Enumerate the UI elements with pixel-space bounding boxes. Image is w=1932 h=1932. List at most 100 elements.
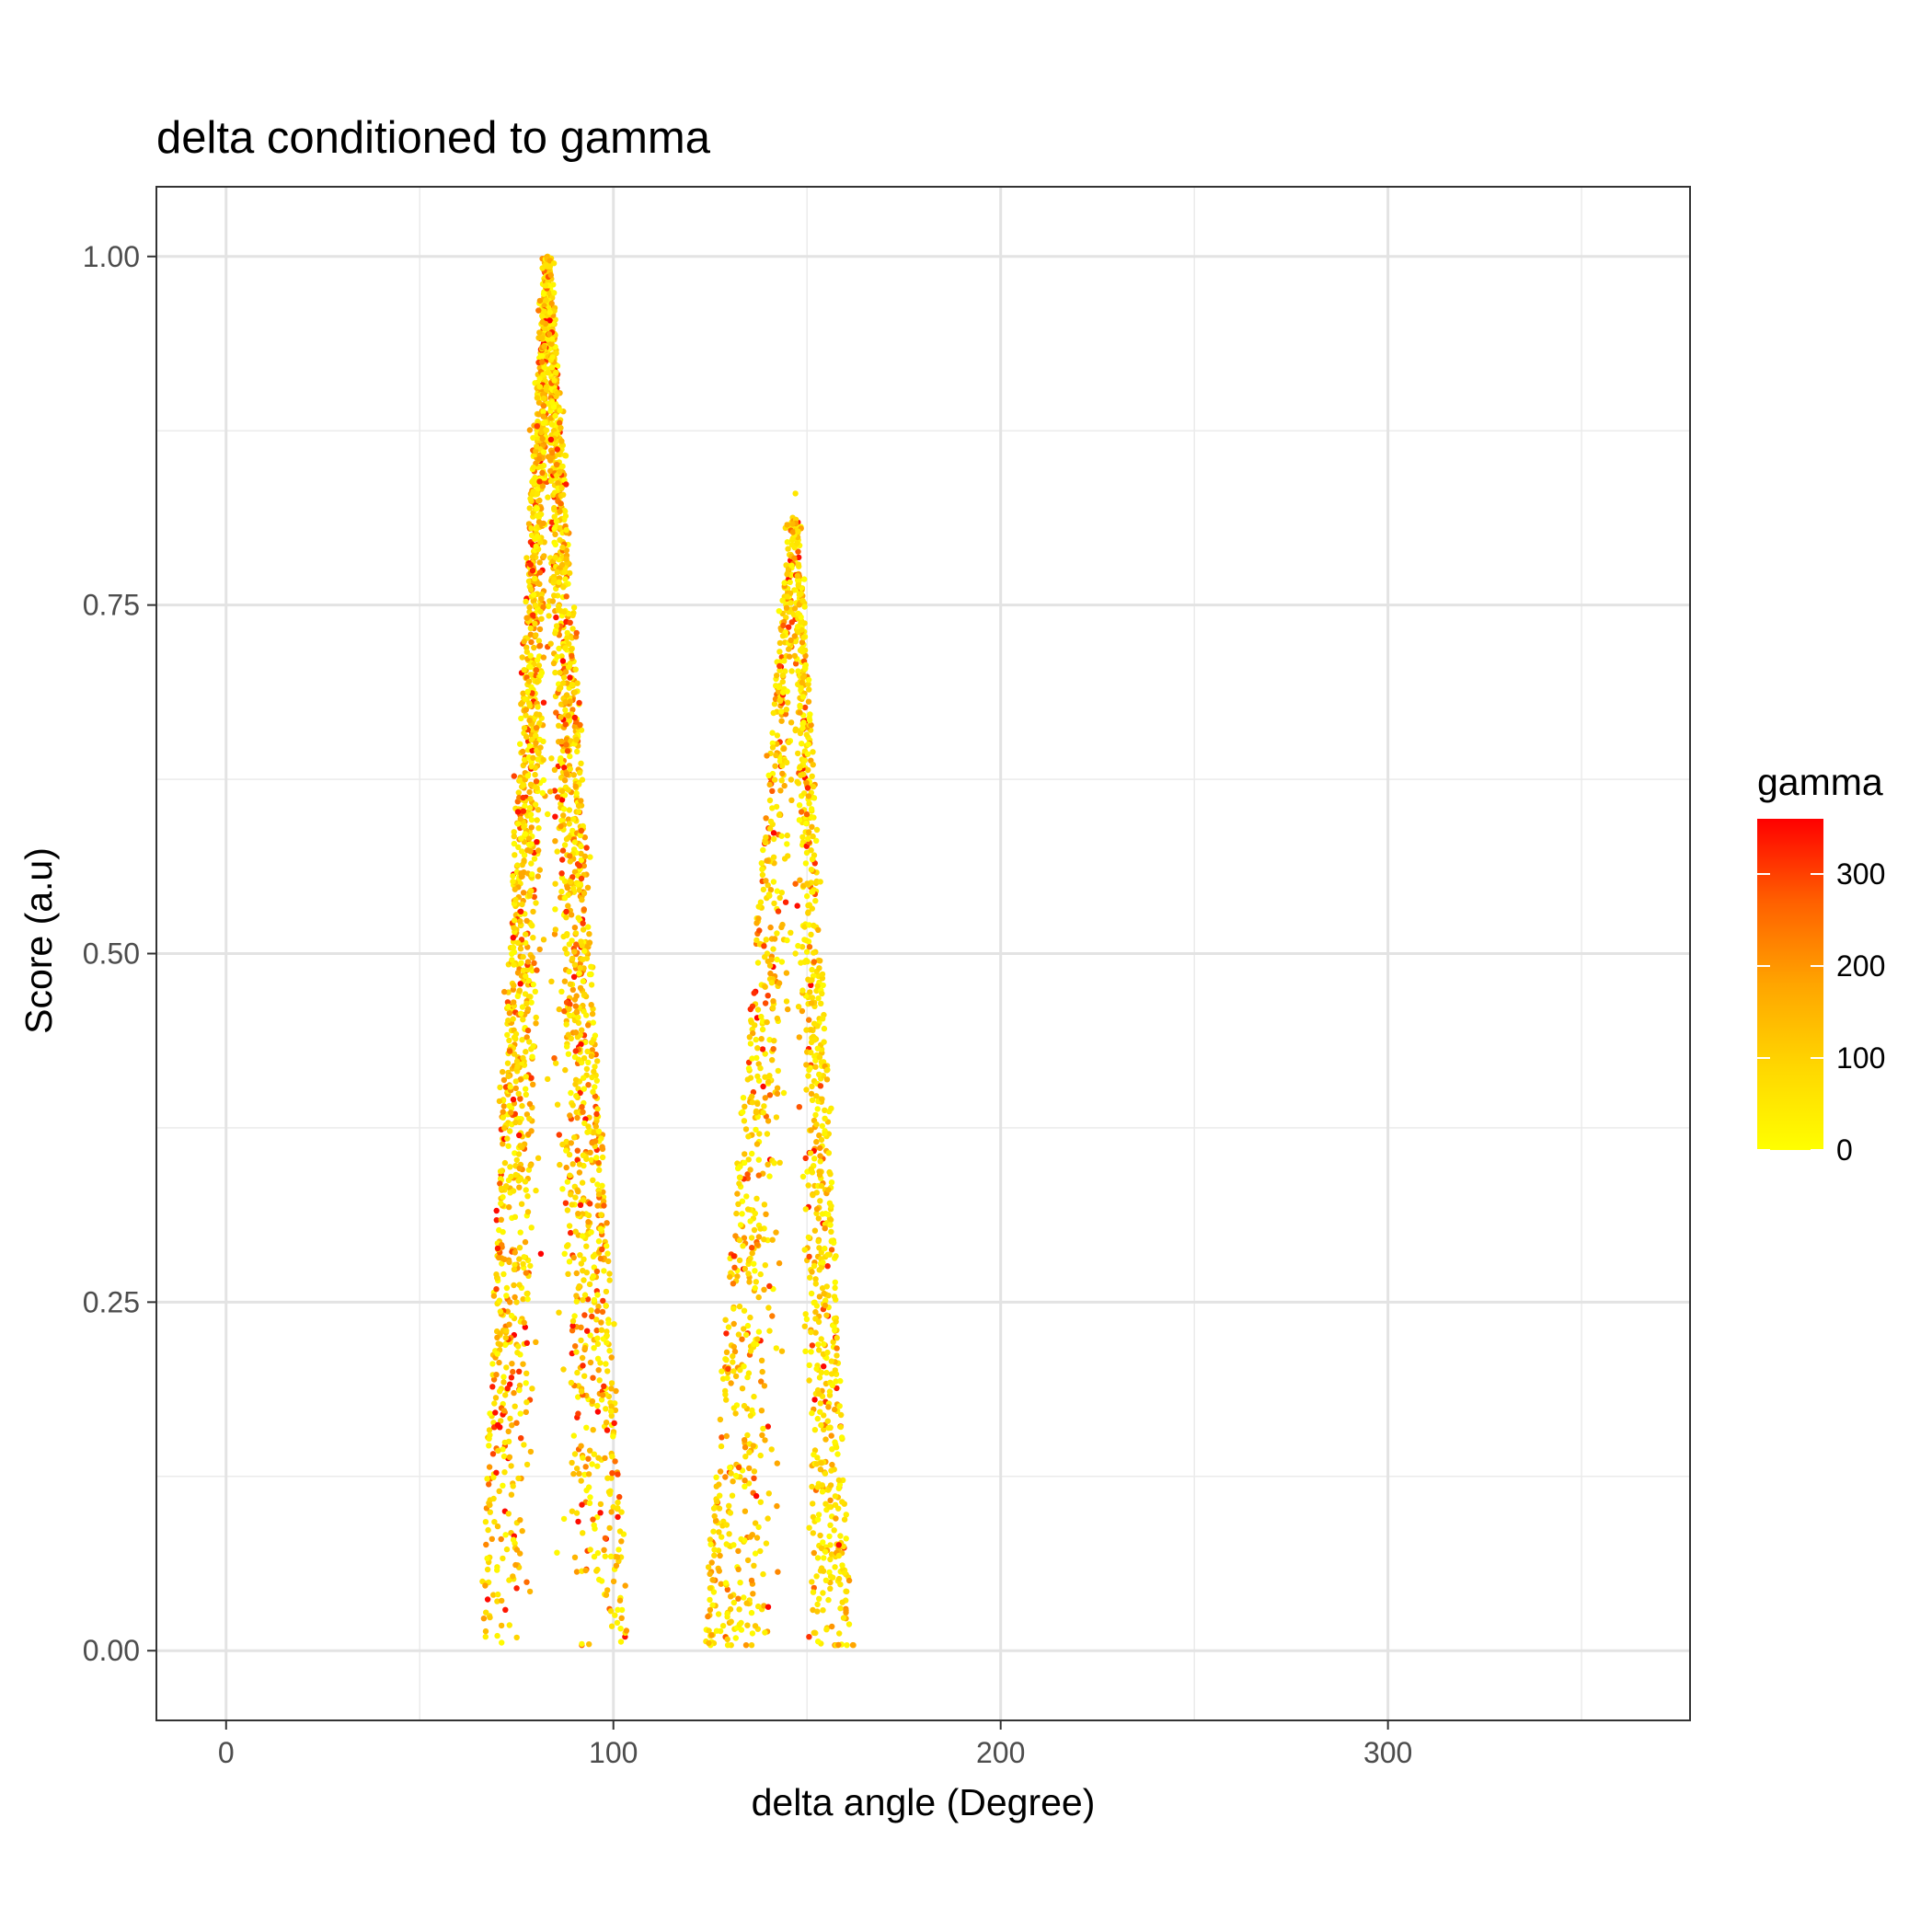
data-point bbox=[823, 1369, 830, 1376]
data-point bbox=[494, 1523, 501, 1530]
data-point bbox=[600, 1194, 607, 1201]
data-point bbox=[601, 1268, 607, 1274]
data-point bbox=[523, 1579, 530, 1585]
data-point bbox=[560, 674, 568, 681]
data-point bbox=[580, 1296, 586, 1304]
data-point bbox=[567, 1112, 573, 1119]
data-point bbox=[805, 1234, 812, 1241]
data-point bbox=[581, 1292, 589, 1298]
data-point bbox=[568, 912, 575, 918]
data-point bbox=[749, 1099, 756, 1106]
data-point bbox=[536, 329, 543, 336]
data-point bbox=[562, 1066, 569, 1074]
data-point bbox=[558, 714, 564, 720]
data-point bbox=[726, 1531, 732, 1537]
data-point bbox=[803, 1027, 810, 1033]
data-point bbox=[769, 1057, 776, 1064]
data-point bbox=[510, 1096, 517, 1103]
data-point bbox=[813, 1206, 821, 1213]
y-tick-label: 0.25 bbox=[83, 1285, 140, 1318]
data-point bbox=[500, 1555, 506, 1562]
data-point bbox=[513, 1585, 520, 1592]
data-point bbox=[828, 1247, 835, 1253]
data-point bbox=[534, 490, 541, 498]
data-point bbox=[525, 835, 533, 842]
data-point bbox=[776, 608, 782, 615]
data-point bbox=[581, 1075, 587, 1081]
data-point bbox=[497, 1084, 503, 1091]
data-point bbox=[819, 1264, 825, 1271]
data-point bbox=[718, 1581, 724, 1587]
data-point bbox=[566, 1259, 573, 1265]
data-point bbox=[528, 860, 535, 867]
data-point bbox=[783, 604, 790, 611]
data-point bbox=[597, 1510, 604, 1516]
data-point bbox=[754, 1073, 761, 1080]
data-point bbox=[758, 1378, 765, 1385]
data-point bbox=[565, 903, 571, 909]
data-point bbox=[531, 893, 537, 901]
data-point bbox=[506, 1259, 512, 1266]
data-point bbox=[827, 1216, 834, 1224]
data-point bbox=[569, 827, 576, 834]
data-point bbox=[735, 1201, 742, 1208]
data-point bbox=[586, 1641, 592, 1648]
data-point bbox=[744, 1432, 751, 1439]
data-point bbox=[819, 1211, 826, 1217]
data-point bbox=[594, 1307, 601, 1315]
data-point bbox=[594, 1058, 601, 1064]
data-point bbox=[764, 1131, 771, 1137]
data-point bbox=[791, 605, 799, 612]
data-point bbox=[833, 1444, 840, 1451]
data-point bbox=[821, 1025, 828, 1032]
data-point bbox=[770, 854, 777, 860]
data-point bbox=[599, 1308, 606, 1316]
data-point bbox=[765, 1423, 771, 1430]
data-point bbox=[754, 960, 762, 966]
data-point bbox=[499, 1260, 505, 1267]
data-point bbox=[803, 731, 810, 738]
data-point bbox=[745, 1480, 753, 1487]
data-point bbox=[578, 1478, 584, 1484]
data-point bbox=[810, 762, 816, 768]
data-point bbox=[567, 1172, 573, 1179]
data-point bbox=[504, 1135, 511, 1142]
data-point bbox=[755, 1603, 762, 1610]
data-point bbox=[577, 984, 584, 992]
data-point bbox=[763, 1540, 770, 1547]
data-point bbox=[812, 1064, 819, 1070]
data-point bbox=[519, 848, 525, 855]
data-point bbox=[813, 1139, 820, 1145]
data-point bbox=[753, 1492, 760, 1500]
data-point bbox=[828, 1105, 834, 1112]
data-point bbox=[557, 407, 563, 414]
data-point bbox=[551, 931, 558, 937]
data-point bbox=[558, 823, 564, 830]
data-point bbox=[535, 756, 541, 763]
data-point bbox=[587, 1201, 593, 1207]
data-point bbox=[517, 815, 523, 822]
data-point bbox=[579, 1640, 585, 1648]
data-point bbox=[615, 1505, 621, 1512]
data-point bbox=[566, 1223, 573, 1229]
data-point bbox=[552, 926, 558, 933]
data-point bbox=[536, 297, 544, 305]
data-point bbox=[560, 812, 567, 819]
data-point bbox=[539, 483, 546, 489]
data-point bbox=[730, 1343, 737, 1351]
data-point bbox=[523, 649, 530, 655]
data-point bbox=[564, 634, 570, 640]
data-point bbox=[717, 1492, 723, 1499]
data-point bbox=[795, 561, 801, 568]
data-point bbox=[595, 1367, 602, 1374]
data-point bbox=[809, 1169, 816, 1176]
data-point bbox=[533, 725, 540, 731]
data-point bbox=[807, 1274, 813, 1281]
data-point bbox=[606, 1277, 613, 1283]
data-point bbox=[598, 1212, 604, 1218]
data-point bbox=[571, 1554, 579, 1561]
data-point bbox=[806, 829, 812, 835]
data-point bbox=[508, 1491, 515, 1498]
data-point bbox=[536, 375, 543, 382]
